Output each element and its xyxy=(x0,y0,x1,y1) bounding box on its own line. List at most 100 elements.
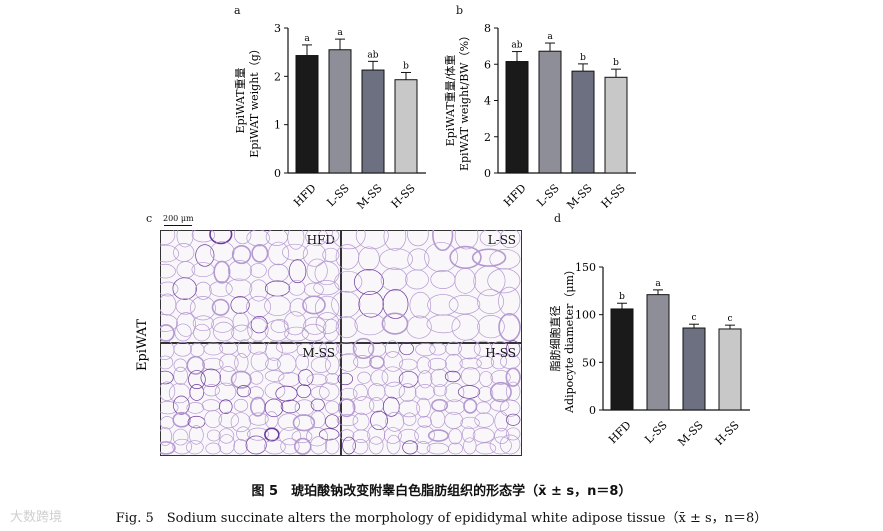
adipocyte-cell xyxy=(505,413,521,426)
adipocyte-cell xyxy=(461,426,476,443)
adipocyte-cell xyxy=(302,295,326,315)
adipocyte-cell xyxy=(219,399,233,414)
adipocyte-cell xyxy=(352,337,375,360)
adipocyte-cell xyxy=(186,402,205,414)
y-tick-label: 3 xyxy=(274,22,281,35)
adipocyte-cell xyxy=(278,427,302,446)
adipocyte-cell xyxy=(417,370,433,389)
adipocyte-cell xyxy=(444,370,461,383)
adipocyte-cell xyxy=(301,323,326,342)
y-tick-label: 150 xyxy=(575,261,596,274)
adipocyte-cell xyxy=(230,296,250,314)
adipocyte-cell xyxy=(489,381,512,403)
adipocyte-cell xyxy=(213,321,235,342)
adipocyte-cell xyxy=(448,294,481,315)
micrograph-label-m-ss: M-SS xyxy=(302,346,335,360)
adipocyte-cell xyxy=(474,412,495,428)
adipocyte-cell xyxy=(352,429,371,443)
adipocyte-cell xyxy=(354,269,384,295)
bar-m-ss xyxy=(571,70,595,174)
bar-h-ss xyxy=(604,76,628,174)
adipocyte-cell xyxy=(233,438,248,455)
significance-letter: a xyxy=(304,34,310,44)
adipocyte-cell xyxy=(402,412,417,426)
adipocyte-cell xyxy=(319,382,340,401)
watermark-logo: 大数跨境 xyxy=(10,510,63,525)
adipocyte-cell xyxy=(444,382,465,403)
adipocyte-cell xyxy=(176,312,196,337)
adipocyte-cell xyxy=(384,340,400,358)
adipocyte-cell xyxy=(225,278,253,299)
histology-images: HFD L-SS M-SS H-SS xyxy=(152,218,522,456)
adipocyte-cell xyxy=(416,397,431,418)
adipocyte-cell xyxy=(383,351,403,372)
panel-letter-c: c xyxy=(146,212,153,225)
significance-letter: b xyxy=(619,292,625,302)
adipocyte-cell xyxy=(473,265,506,297)
y-tick-label: 8 xyxy=(484,22,491,35)
adipocyte-cell xyxy=(280,438,300,455)
y-axis-label-en: Adipocyte diameter（μm） xyxy=(563,264,576,414)
adipocyte-cell xyxy=(382,289,409,319)
row-label-epiwat: EpiWAT xyxy=(135,319,150,371)
bar-h-ss xyxy=(718,328,742,411)
adipocyte-cell xyxy=(188,370,206,389)
adipocyte-cell xyxy=(248,412,269,426)
adipocyte-cell xyxy=(444,353,463,373)
y-tick-label: 6 xyxy=(484,58,491,71)
adipocyte-cell xyxy=(201,357,224,371)
adipocyte-cell xyxy=(382,396,400,417)
adipocyte-cell xyxy=(494,411,509,432)
adipocyte-cell xyxy=(251,243,269,263)
chart-d-adipocyte-diameter: 0 50 100 150 脂肪细胞直径 Adipocyte diameter（μm） b HF… xyxy=(548,261,750,449)
micrograph-frame xyxy=(160,343,341,456)
adipocyte-cell xyxy=(398,399,421,418)
adipocyte-cell xyxy=(230,370,252,389)
adipocyte-cell xyxy=(383,427,402,444)
adipocyte-cell xyxy=(448,428,463,445)
adipocyte-cell xyxy=(399,342,414,356)
adipocyte-cell xyxy=(264,319,290,342)
x-tick-label: H-SS xyxy=(389,182,418,211)
adipocyte-cell xyxy=(367,424,386,445)
x-tick-label: L-SS xyxy=(324,182,352,210)
adipocyte-cell xyxy=(405,269,429,290)
adipocyte-cell xyxy=(264,427,280,442)
panel-letter-a: a xyxy=(234,4,241,17)
adipocyte-cell xyxy=(433,384,448,397)
scale-bar-label: 200 μm xyxy=(163,214,194,223)
adipocyte-cell xyxy=(477,386,494,402)
significance-letter: b xyxy=(613,58,619,68)
adipocyte-cell xyxy=(402,440,418,455)
adipocyte-cell xyxy=(264,439,286,455)
adipocyte-cell xyxy=(476,356,495,369)
adipocyte-cell xyxy=(219,366,237,387)
x-tick-label: M-SS xyxy=(675,419,705,449)
adipocyte-cell xyxy=(339,429,355,442)
adipocyte-cell xyxy=(459,357,482,370)
adipocyte-cell xyxy=(381,366,404,387)
adipocyte-cell xyxy=(498,286,521,316)
adipocyte-cell xyxy=(415,342,436,357)
adipocyte-cell xyxy=(205,442,222,455)
adipocyte-cell xyxy=(264,382,286,399)
adipocyte-cell xyxy=(379,248,413,270)
adipocyte-cell xyxy=(313,280,340,296)
adipocyte-cell xyxy=(207,429,221,442)
y-tick-label: 1 xyxy=(274,119,281,132)
adipocyte-cell xyxy=(267,241,290,266)
adipocyte-cell xyxy=(325,438,340,455)
adipocyte-cell xyxy=(490,399,510,412)
adipocyte-cell xyxy=(314,295,340,320)
adipocyte-cell xyxy=(498,312,521,342)
adipocyte-cell xyxy=(237,339,252,358)
adipocyte-cell xyxy=(335,316,358,339)
x-tick-label: M-SS xyxy=(564,182,594,212)
x-tick-label: L-SS xyxy=(642,419,670,447)
adipocyte-cell xyxy=(283,311,307,336)
micrograph-h-ss: H-SS xyxy=(336,337,522,456)
adipocyte-cell xyxy=(368,436,384,455)
adipocyte-cell xyxy=(264,398,284,418)
adipocyte-cell xyxy=(158,381,176,401)
y-axis-label-cn: 脂肪细胞直径 xyxy=(548,306,562,372)
